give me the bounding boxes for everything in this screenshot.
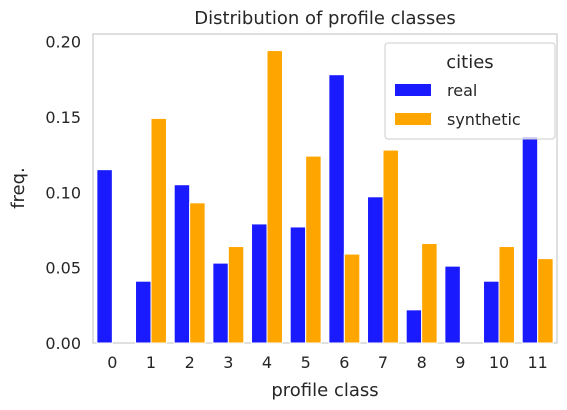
x-tick-label-7: 7 (378, 353, 388, 372)
bar-real-6 (328, 74, 345, 344)
y-tick-label-0.20: 0.20 (45, 33, 81, 52)
legend: cities real synthetic (384, 42, 556, 140)
x-tick-label-6: 6 (339, 353, 349, 372)
bar-synthetic-5 (305, 155, 322, 344)
x-tick-label-1: 1 (146, 353, 156, 372)
bar-synthetic-4 (266, 50, 283, 344)
y-tick-label-0.00: 0.00 (45, 334, 81, 353)
bar-real-9 (444, 265, 461, 344)
y-axis-label: freq. (8, 167, 29, 209)
bar-synthetic-10 (498, 246, 515, 344)
legend-label-synthetic: synthetic (447, 110, 521, 129)
x-tick-label-2: 2 (185, 353, 195, 372)
legend-label-real: real (447, 81, 477, 100)
x-tick-label-8: 8 (417, 353, 427, 372)
bar-real-0 (96, 169, 113, 344)
x-tick-label-5: 5 (301, 353, 311, 372)
bar-synthetic-2 (189, 202, 206, 344)
bar-synthetic-3 (227, 246, 245, 344)
x-axis-label: profile class (271, 380, 378, 401)
bar-synthetic-8 (421, 243, 438, 344)
y-tick-label-0.05: 0.05 (45, 259, 81, 278)
y-tick-label-0.15: 0.15 (45, 108, 81, 127)
bar-real-11 (521, 136, 539, 344)
legend-swatch-real (395, 84, 431, 96)
bar-real-3 (212, 262, 229, 344)
x-tick-label-4: 4 (262, 353, 272, 372)
bar-synthetic-1 (150, 117, 167, 344)
legend-swatch-synthetic (395, 113, 431, 125)
bar-real-7 (367, 196, 384, 344)
x-tick-label-0: 0 (107, 353, 117, 372)
bars-group (96, 50, 554, 344)
legend-title: cities (446, 52, 493, 73)
y-tick-label-0.10: 0.10 (45, 183, 81, 202)
chart-title: Distribution of profile classes (194, 8, 456, 29)
x-tick-label-10: 10 (489, 353, 509, 372)
bar-real-5 (289, 226, 307, 344)
bar-real-2 (173, 184, 191, 344)
x-tick-label-3: 3 (223, 353, 233, 372)
bar-real-1 (135, 280, 152, 344)
x-tick-label-11: 11 (527, 353, 547, 372)
bar-synthetic-7 (382, 149, 399, 344)
bar-synthetic-11 (537, 258, 554, 344)
bar-real-10 (483, 280, 500, 344)
bar-real-4 (251, 223, 268, 344)
x-tick-label-9: 9 (455, 353, 465, 372)
bar-real-8 (405, 309, 423, 344)
bar-synthetic-6 (343, 253, 361, 344)
